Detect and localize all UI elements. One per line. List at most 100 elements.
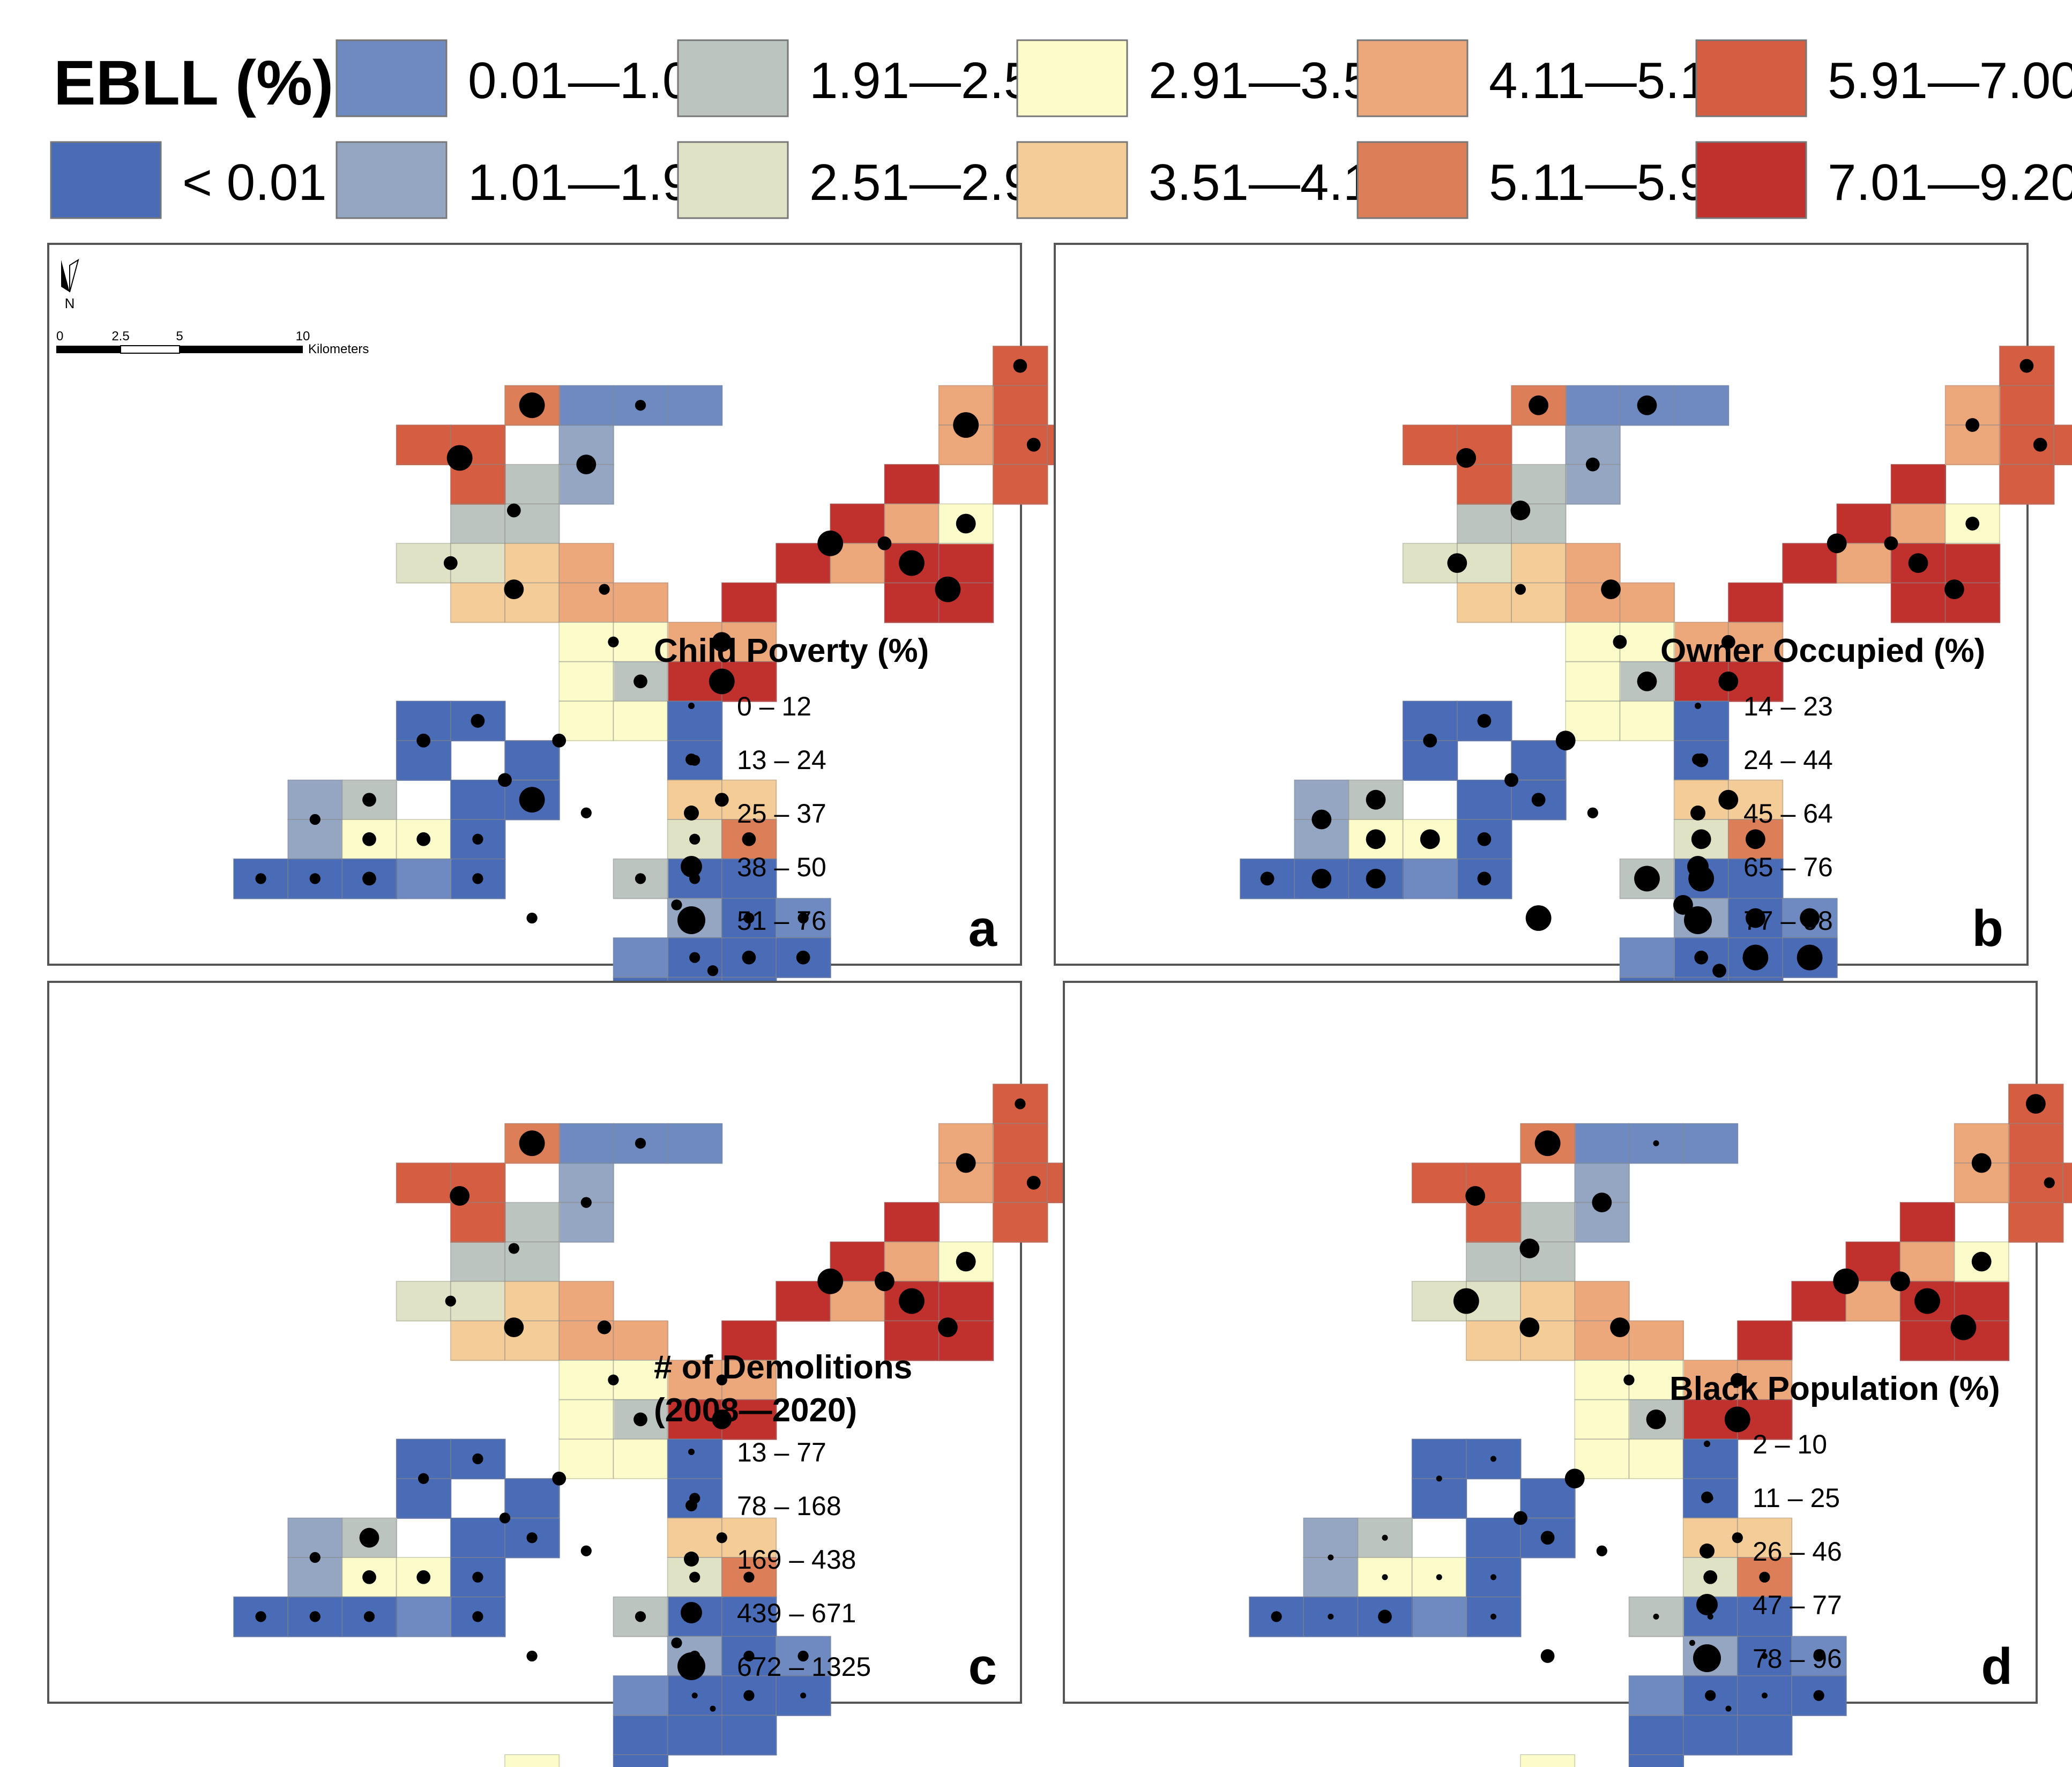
district-outline xyxy=(504,582,560,623)
district-outline xyxy=(450,1320,505,1361)
district-outline xyxy=(1565,661,1621,702)
district-outline xyxy=(1565,700,1621,741)
district-dot xyxy=(576,454,597,474)
district-cell xyxy=(1836,543,1892,584)
dot-legend-symbol xyxy=(677,906,705,934)
district-dot xyxy=(499,1512,511,1524)
district-outline xyxy=(1944,542,2000,584)
district-outline xyxy=(396,858,451,899)
district-outline xyxy=(450,464,505,505)
district-dot xyxy=(1718,672,1739,691)
district-dot xyxy=(956,513,976,534)
district-dot xyxy=(580,1197,592,1208)
district-outline xyxy=(1727,582,1783,623)
district-outline xyxy=(1682,1478,1738,1519)
district-outline xyxy=(396,1557,451,1598)
district-outline xyxy=(1673,898,1729,938)
dot-legend-label: 25 – 37 xyxy=(737,799,826,829)
district-cell xyxy=(1619,700,1675,742)
panel-letter: d xyxy=(1981,1638,2013,1695)
district-dot xyxy=(1311,869,1332,889)
district-outline xyxy=(1520,1517,1576,1558)
district-dot xyxy=(580,1545,592,1556)
district-cell xyxy=(1412,1597,1467,1637)
district-cell xyxy=(1511,740,1567,781)
district-cell xyxy=(504,543,560,584)
dot-legend-label: 24 – 44 xyxy=(1743,745,1833,775)
district-outline xyxy=(1736,1714,1792,1755)
district-cell xyxy=(450,779,506,821)
district-cell xyxy=(613,1123,668,1164)
district-dot xyxy=(1436,1574,1442,1580)
district-dot xyxy=(1610,1317,1630,1338)
district-dot xyxy=(1742,944,1769,971)
district-cell xyxy=(558,1202,614,1243)
district-outline xyxy=(504,740,560,781)
district-outline xyxy=(450,1438,505,1479)
district-cell xyxy=(1466,1202,1522,1243)
district-outline xyxy=(1574,1320,1630,1361)
district-dot xyxy=(1694,950,1709,965)
dot-legend-label: 26 – 46 xyxy=(1753,1537,1842,1567)
district-cell xyxy=(1945,543,2001,584)
district-outline xyxy=(2008,1123,2063,1164)
district-dot xyxy=(309,873,321,884)
dot-legend-symbol xyxy=(1696,1594,1718,1615)
district-outline xyxy=(558,1399,614,1440)
dot-legend-label: 439 – 671 xyxy=(737,1598,856,1628)
district-dot xyxy=(472,833,483,845)
district-dot xyxy=(1519,1317,1540,1338)
district-dot xyxy=(255,1611,266,1622)
district-cell xyxy=(1628,1714,1684,1756)
district-dot xyxy=(1328,1613,1334,1620)
district-dot xyxy=(798,1650,809,1662)
district-dot xyxy=(1613,635,1627,649)
district-cell xyxy=(1836,503,1892,545)
district-dot xyxy=(1759,1571,1770,1583)
district-outline xyxy=(558,1123,614,1164)
dot-legend-label: 11 – 25 xyxy=(1753,1483,1840,1513)
dot-legend-symbol xyxy=(1704,1441,1710,1447)
district-dot xyxy=(1890,1271,1910,1292)
district-outline xyxy=(613,1123,668,1164)
district-outline xyxy=(721,937,777,978)
dot-legend-label: 47 – 77 xyxy=(1753,1590,1842,1620)
district-dot xyxy=(689,1571,700,1583)
district-outline xyxy=(884,1241,940,1282)
district-outline xyxy=(504,1320,560,1361)
district-cell xyxy=(1520,1478,1576,1519)
ebll-legend-item: 7.01—9.20 xyxy=(1695,141,2072,219)
district-outline xyxy=(558,661,614,702)
district-outline xyxy=(613,1714,668,1755)
district-outline xyxy=(450,503,505,544)
district-cell xyxy=(1999,464,2055,505)
district-dot xyxy=(1813,1650,1824,1662)
district-outline xyxy=(341,1517,397,1558)
district-cell xyxy=(613,1360,668,1400)
dot-legend: Child Poverty (%) 0 – 12 13 – 24 25 – 37 38 … xyxy=(654,632,929,936)
district-dot xyxy=(817,1268,844,1294)
district-outline xyxy=(1402,819,1458,860)
district-dot xyxy=(2033,437,2047,452)
dot-legend-label: 45 – 64 xyxy=(1743,799,1833,829)
district-dot xyxy=(309,1552,321,1563)
district-cell xyxy=(450,1320,506,1361)
district-dot xyxy=(2019,359,2034,373)
ebll-swatch xyxy=(336,39,448,117)
district-outline xyxy=(1999,385,2054,426)
district-outline xyxy=(1574,1123,1630,1164)
district-cell xyxy=(1737,1597,1793,1637)
district-outline xyxy=(504,1754,560,1767)
district-outline xyxy=(667,1714,722,1755)
district-dot xyxy=(1730,1373,1745,1387)
district-outline xyxy=(1456,700,1512,741)
district-cell xyxy=(884,1320,940,1361)
district-outline xyxy=(450,1517,505,1558)
dot-legend-label: 0 – 12 xyxy=(737,691,811,721)
district-cell xyxy=(721,582,777,623)
north-label: N xyxy=(65,295,75,311)
district-cell xyxy=(1728,898,1784,939)
district-outline xyxy=(450,1596,505,1637)
district-outline xyxy=(1736,1636,1792,1676)
district-outline xyxy=(504,1202,560,1243)
